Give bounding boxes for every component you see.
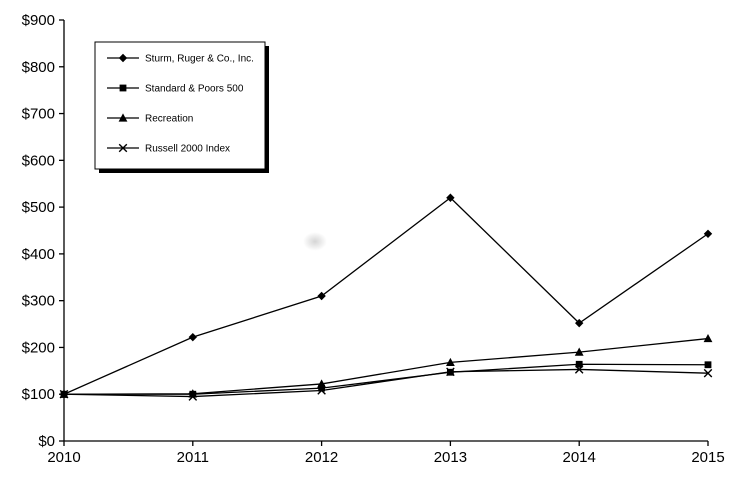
square-marker-icon	[318, 384, 325, 392]
x-marker-icon	[188, 392, 198, 401]
y-tick-label: $200	[22, 339, 55, 356]
y-tick-label: $700	[22, 106, 55, 123]
legend: Sturm, Ruger & Co., Inc. Standard & Poors…	[94, 41, 266, 170]
triangle-marker-icon	[317, 379, 326, 388]
legend-item-label: Russell 2000 Index	[145, 144, 230, 155]
diamond-marker-icon	[188, 332, 197, 342]
triangle-marker-icon	[118, 113, 128, 122]
diamond-marker-icon	[317, 291, 326, 301]
x-marker-icon	[317, 386, 326, 395]
legend-item-label: Standard & Poors 500	[145, 84, 244, 95]
y-tick-label: $500	[22, 199, 55, 216]
legend-item: Standard & Poors 500	[107, 84, 244, 95]
triangle-marker-icon	[703, 333, 713, 343]
square-marker-icon	[704, 361, 712, 369]
diamond-marker-icon	[575, 318, 584, 328]
x-tick-label: 2010	[47, 449, 80, 466]
series-line	[63, 337, 709, 395]
x-marker-icon	[59, 389, 69, 399]
x-tick-label: 2013	[434, 449, 467, 466]
x-marker-icon	[118, 143, 128, 153]
series-x	[59, 365, 713, 401]
diamond-marker-icon	[446, 193, 455, 202]
x-tick-label: 2015	[691, 449, 724, 466]
series-diamond	[59, 193, 713, 399]
x-marker-icon	[574, 365, 584, 374]
x-marker-icon	[446, 367, 455, 377]
y-tick-label: $100	[22, 386, 55, 403]
y-tick-label: $900	[22, 12, 55, 29]
y-tick-label: $800	[22, 59, 55, 76]
y-tick-label: $400	[22, 246, 55, 263]
x-tick-label: 2011	[177, 449, 209, 466]
square-marker-icon	[575, 360, 583, 368]
legend-item: Sturm, Ruger & Co., Inc.	[107, 54, 254, 65]
legend-item: Recreation	[107, 113, 193, 125]
diamond-marker-icon	[118, 53, 128, 63]
y-tick-label: $0	[38, 433, 55, 450]
legend-item-label: Sturm, Ruger & Co., Inc.	[145, 54, 254, 65]
series-square	[60, 360, 712, 398]
y-tick-label: $300	[22, 293, 55, 310]
series-triangle	[59, 333, 713, 398]
triangle-marker-icon	[574, 347, 584, 356]
series-line	[64, 363, 709, 395]
x-marker-icon	[703, 368, 713, 378]
series-line	[63, 368, 709, 398]
x-tick-label: 2014	[563, 449, 596, 466]
square-marker-icon	[119, 84, 127, 92]
diamond-marker-icon	[703, 229, 713, 238]
y-tick-label: $600	[22, 152, 55, 169]
legend-item: Russell 2000 Index	[107, 144, 230, 155]
series-line	[63, 196, 709, 395]
x-tick-label: 2012	[305, 449, 338, 466]
triangle-marker-icon	[446, 357, 455, 367]
legend-item-label: Recreation	[145, 114, 193, 125]
